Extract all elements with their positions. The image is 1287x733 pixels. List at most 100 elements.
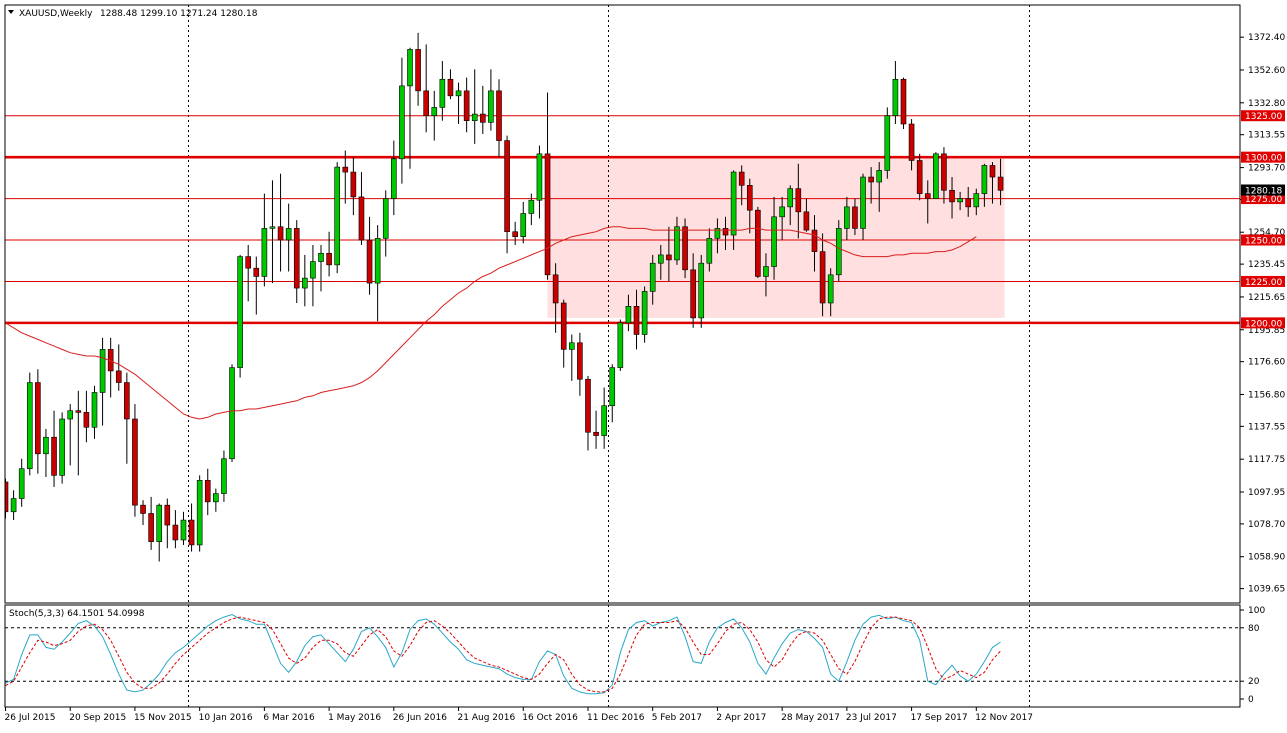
candle-bull — [601, 405, 607, 436]
price-tick-label: 1293.70 — [1248, 164, 1285, 174]
stochastic-pane-frame — [4, 604, 1241, 708]
candle-bear — [722, 228, 729, 236]
candle-bull — [99, 349, 106, 393]
time-tick-label: 6 Mar 2016 — [263, 713, 315, 723]
candle-bull — [318, 252, 324, 262]
candle-bear — [164, 504, 171, 526]
candle-bear — [593, 431, 599, 436]
candle-bull — [399, 85, 405, 160]
candle-bull — [730, 171, 737, 236]
time-tick-label: 10 Jan 2016 — [199, 713, 253, 723]
price-tick-label: 1176.60 — [1248, 358, 1285, 368]
candle-bull — [698, 262, 705, 319]
candle-bear — [188, 519, 195, 546]
candle-bull — [237, 256, 243, 368]
level-tag-label: 1200.00 — [1245, 319, 1282, 329]
ohlc-readout: 1288.48 1299.10 1271.24 1280.18 — [100, 9, 258, 19]
time-tick-label: 12 Nov 2017 — [975, 713, 1033, 723]
price-tick-label: 1195.85 — [1248, 326, 1285, 336]
candle-bear — [415, 49, 421, 92]
candle-bear — [577, 342, 583, 380]
stochastic-tick-label: 100 — [1248, 606, 1265, 616]
candle-bear — [148, 513, 154, 542]
candle-bear — [350, 171, 357, 198]
candle-bear — [666, 254, 672, 261]
candle-bear — [852, 206, 858, 229]
candle-bear — [544, 153, 551, 276]
time-tick-label: 11 Dec 2016 — [587, 713, 645, 723]
candle-bear — [989, 165, 996, 178]
candle-bear — [900, 78, 907, 125]
triangle-down-icon[interactable] — [8, 10, 14, 14]
candle-bear — [908, 123, 915, 161]
price-tick-label: 1137.55 — [1248, 422, 1285, 432]
time-tick-label: 20 Sep 2015 — [69, 713, 126, 723]
price-tick-label: 1372.40 — [1248, 33, 1285, 43]
candle-bull — [536, 153, 543, 201]
candle-bull — [43, 436, 49, 455]
candle-bull — [302, 277, 308, 289]
candle-bull — [884, 115, 891, 171]
level-tag-box — [1241, 110, 1285, 122]
time-axis[interactable]: 26 Jul 2015 20 Sep 2015 15 Nov 2015 10 Jan … — [5, 707, 1033, 723]
candle-bull — [382, 198, 389, 239]
candle-bear — [682, 226, 688, 271]
candle-bear — [941, 153, 947, 191]
chart-header: XAUUSD,Weekly 1288.48 1299.10 1271.24 12… — [8, 9, 258, 19]
time-tick-label: 21 Aug 2016 — [458, 713, 516, 723]
candle-bull — [787, 188, 794, 208]
candle-bull — [835, 228, 842, 276]
price-tick-label: 1235.45 — [1248, 260, 1285, 270]
candle-bear — [204, 480, 211, 503]
candle-bull — [91, 392, 98, 428]
candle-bull — [471, 113, 478, 121]
candle-bear — [480, 113, 486, 123]
candle-bear — [83, 412, 90, 428]
candle-bear — [463, 90, 470, 121]
candle-bear — [811, 229, 818, 252]
candle-bull — [10, 498, 17, 513]
candle-bull — [374, 238, 381, 284]
price-tick-label: 1352.60 — [1248, 66, 1285, 76]
candle-bull — [407, 49, 413, 87]
price-tick-label: 1097.95 — [1248, 488, 1285, 498]
stochastic-tick-label: 20 — [1248, 677, 1260, 687]
candle-bear — [35, 382, 41, 455]
candle-bull — [391, 158, 397, 199]
stochastic-signal-line — [5, 616, 1001, 693]
candle-bull — [981, 165, 988, 194]
candle-bull — [67, 410, 74, 420]
candles-layer — [5, 32, 1004, 562]
level-tag-label: 1250.00 — [1245, 237, 1282, 247]
price-tick-label: 1058.90 — [1248, 553, 1285, 563]
candle-bull — [229, 367, 235, 460]
candle-bear — [803, 211, 810, 231]
time-tick-label: 23 Jul 2017 — [846, 713, 897, 723]
candle-bear — [819, 251, 826, 304]
candle-bear — [132, 418, 138, 506]
candle-bull — [763, 266, 769, 277]
time-tick-label: 1 May 2016 — [328, 713, 381, 723]
candle-bull — [714, 228, 721, 239]
level-tag-label: 1325.00 — [1245, 112, 1282, 122]
price-tick-label: 1039.65 — [1248, 585, 1285, 595]
candle-bull — [827, 274, 834, 304]
price-tick-label: 1215.65 — [1248, 293, 1285, 303]
candle-bear — [997, 176, 1004, 191]
candle-bear — [277, 226, 284, 241]
candle-bull — [439, 78, 446, 108]
price-tick-label: 1078.70 — [1248, 520, 1285, 530]
candle-bull — [26, 382, 33, 470]
candle-bull — [779, 206, 785, 218]
candle-bull — [334, 166, 340, 266]
candle-bull — [269, 226, 276, 229]
candle-bear — [916, 160, 923, 194]
candle-bull — [488, 90, 494, 123]
candle-bear — [949, 189, 955, 203]
level-tag-label: 1275.00 — [1245, 195, 1282, 205]
time-tick-label: 26 Jun 2016 — [393, 713, 447, 723]
candle-bear — [690, 269, 696, 319]
